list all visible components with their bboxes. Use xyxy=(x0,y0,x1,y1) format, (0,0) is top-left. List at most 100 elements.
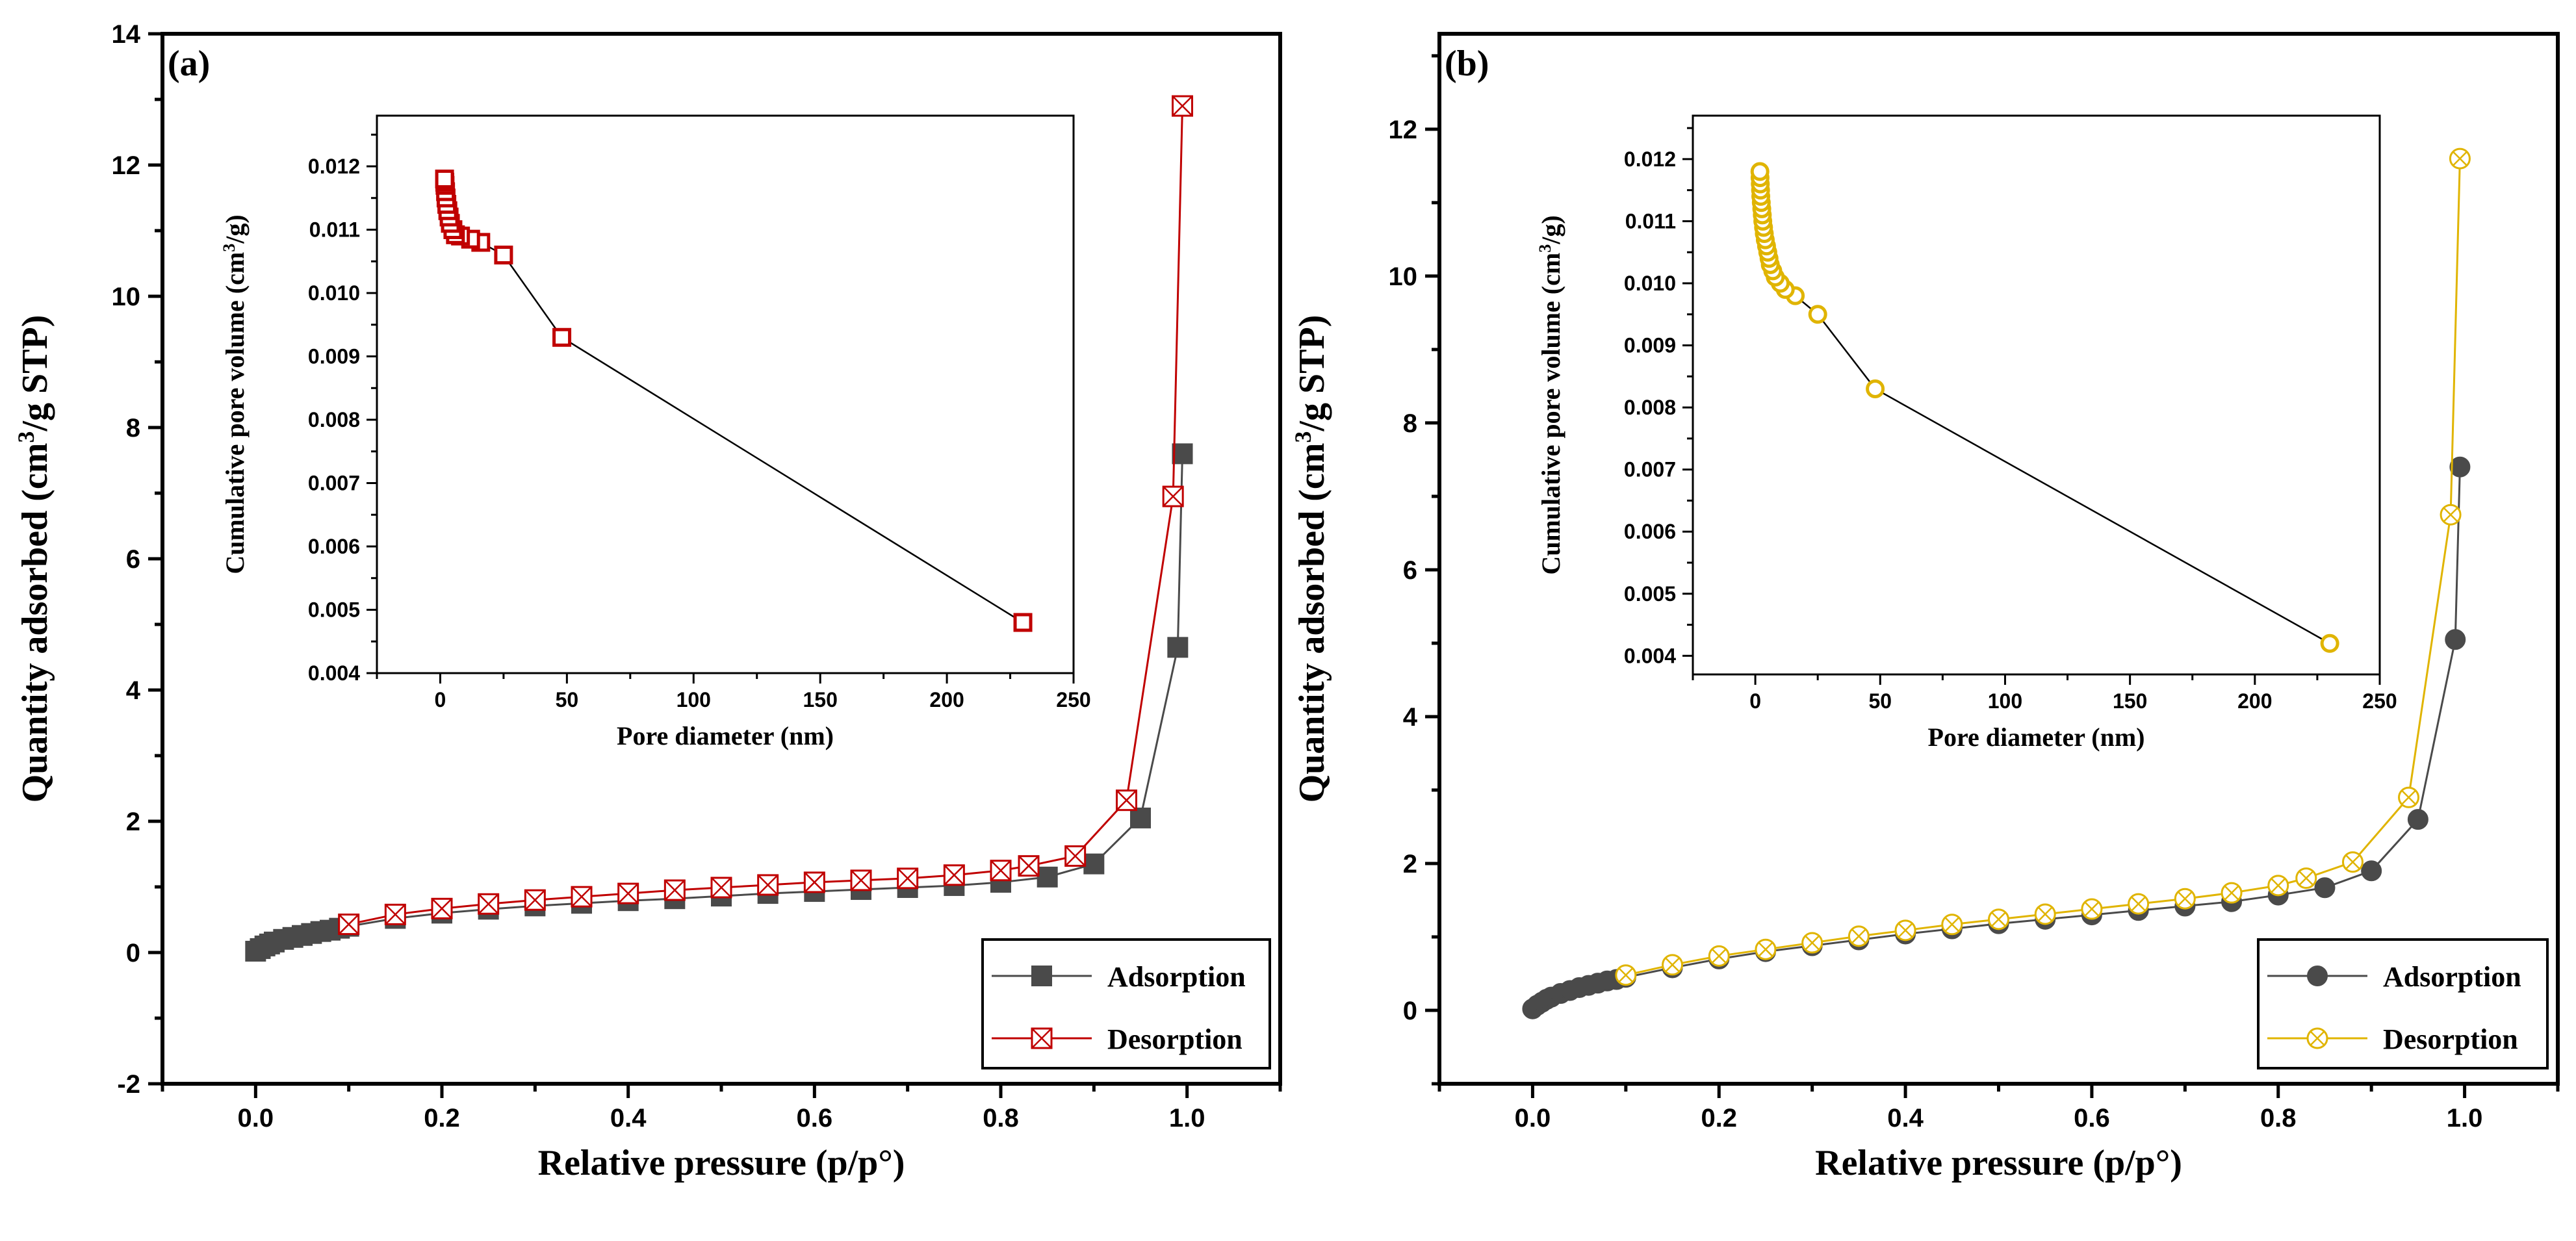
data-point xyxy=(1848,925,1870,947)
marker-cross xyxy=(2037,906,2053,922)
inset-chart: 0 50 100 150 200 250 0.004 0.005 0.006 0.007 0.008… xyxy=(1536,114,2397,752)
inset-series xyxy=(1750,162,2339,653)
marker-cross xyxy=(431,898,452,919)
inset-y-tick-label: 0.005 xyxy=(308,598,360,622)
data-point xyxy=(897,867,919,889)
legend-marker xyxy=(2307,966,2328,986)
y-tick-label: 4 xyxy=(1403,703,1418,732)
inset-x-tick-label: 200 xyxy=(2237,689,2272,713)
legend-box xyxy=(981,938,1271,1069)
x-tick-label: 0.4 xyxy=(1887,1104,1924,1132)
inset-x-tick-label: 200 xyxy=(929,688,964,711)
data-point xyxy=(524,889,546,911)
legend-marker xyxy=(2306,1027,2328,1049)
data-point xyxy=(1064,845,1087,867)
y-tick-label: 8 xyxy=(126,414,140,442)
data-point xyxy=(1167,637,1189,658)
y-tick-label: 0 xyxy=(1403,997,1417,1025)
data-point xyxy=(1162,485,1184,507)
data-point xyxy=(478,893,500,915)
legend-label: Desorption xyxy=(2383,1023,2518,1055)
inset-y-tick-label: 0.008 xyxy=(1624,396,1676,419)
inset-data-point xyxy=(1866,379,1885,398)
y-tick-label: 10 xyxy=(1389,262,1418,291)
inset-y-tick-label: 0.005 xyxy=(1624,582,1676,606)
y-tick-label: 12 xyxy=(1389,116,1418,144)
x-tick-label: 0.6 xyxy=(797,1104,833,1132)
y-tick-label: 4 xyxy=(126,676,141,705)
data-point xyxy=(943,864,965,886)
marker-cross xyxy=(664,880,686,901)
y-tick-label: 2 xyxy=(126,808,140,836)
x-tick-label: 0.8 xyxy=(2260,1104,2297,1132)
x-axis: 0.0 0.2 0.4 0.6 0.8 1.0 xyxy=(1437,1084,2560,1132)
data-point xyxy=(571,886,593,908)
marker-cross xyxy=(2224,885,2239,901)
inset-x-tick-label: 0 xyxy=(1749,689,1761,713)
marker-cross xyxy=(851,870,871,891)
marker-cross xyxy=(2271,878,2286,893)
inset-x-tick-label: 50 xyxy=(556,688,579,711)
inset-data-point xyxy=(494,246,513,264)
x-tick-label: 0.8 xyxy=(983,1104,1019,1132)
y-tick-label: 12 xyxy=(112,151,141,180)
legend-label: Adsorption xyxy=(1107,961,1246,993)
data-point xyxy=(2361,860,2382,882)
inset-y-tick-label: 0.006 xyxy=(308,535,360,558)
data-point xyxy=(1172,443,1193,465)
inset-y-tick-label: 0.012 xyxy=(1624,147,1676,171)
marker-cross xyxy=(1031,1028,1052,1049)
marker-cross xyxy=(1618,967,1634,983)
data-point xyxy=(2174,888,2196,910)
inset-frame xyxy=(376,114,1075,674)
marker-cross xyxy=(1018,855,1039,876)
data-point xyxy=(663,879,686,901)
inset-x-tick-label: 100 xyxy=(1988,689,2022,713)
inset-y-tick-label: 0.004 xyxy=(308,661,360,685)
marker-cross xyxy=(1851,928,1866,944)
marker-cross xyxy=(2177,891,2193,906)
marker-cross xyxy=(2345,854,2360,870)
marker-cross xyxy=(757,875,779,895)
series-desorption xyxy=(1615,147,2471,986)
inset-data-point xyxy=(2320,633,2339,653)
y-tick-label: 8 xyxy=(1403,409,1417,438)
y-tick-label: 0 xyxy=(126,939,140,967)
data-point xyxy=(338,914,360,936)
marker-cross xyxy=(2401,789,2417,805)
data-point xyxy=(2314,877,2336,899)
marker-cross xyxy=(711,877,732,898)
inset-x-axis-title: Pore diameter (nm) xyxy=(1928,723,2145,752)
data-point xyxy=(1801,932,1823,954)
y-tick-label: 14 xyxy=(112,20,141,49)
inset-y-tick-label: 0.010 xyxy=(1624,272,1676,295)
panel-label: (b) xyxy=(1445,44,1489,84)
inset-y-axis-title: Cumulative pore volume (cm3/g) xyxy=(1536,215,1566,574)
inset-data-point xyxy=(1750,162,1770,181)
marker-cross xyxy=(2299,871,2314,886)
y-axis-title: Quantity adsorbed (cm3/g STP) xyxy=(13,315,55,803)
marker-cross xyxy=(524,889,546,911)
inset-data-point xyxy=(1013,613,1033,632)
marker-cross xyxy=(1758,941,1773,957)
data-point xyxy=(2295,867,2317,889)
marker-cross xyxy=(897,867,918,889)
data-point xyxy=(1894,919,1916,941)
legend-label: Desorption xyxy=(1107,1023,1243,1055)
inset-y-tick-label: 0.008 xyxy=(308,408,360,431)
data-point xyxy=(384,903,406,925)
data-point xyxy=(2449,456,2471,478)
marker-cross xyxy=(2443,507,2458,522)
data-point xyxy=(617,882,639,904)
data-point xyxy=(1941,914,1963,936)
marker-cross xyxy=(2131,896,2146,912)
x-tick-label: 0.6 xyxy=(2074,1104,2110,1132)
data-point xyxy=(803,871,825,893)
inset-x-axis: 0 50 100 150 200 250 xyxy=(376,673,1091,711)
x-tick-label: 0.2 xyxy=(1701,1104,1737,1132)
inset-data-point xyxy=(552,327,572,347)
data-point xyxy=(1988,908,2009,930)
x-tick-label: 1.0 xyxy=(2447,1104,2483,1132)
inset-data-point xyxy=(1808,305,1827,324)
legend-marker xyxy=(1031,966,1052,986)
